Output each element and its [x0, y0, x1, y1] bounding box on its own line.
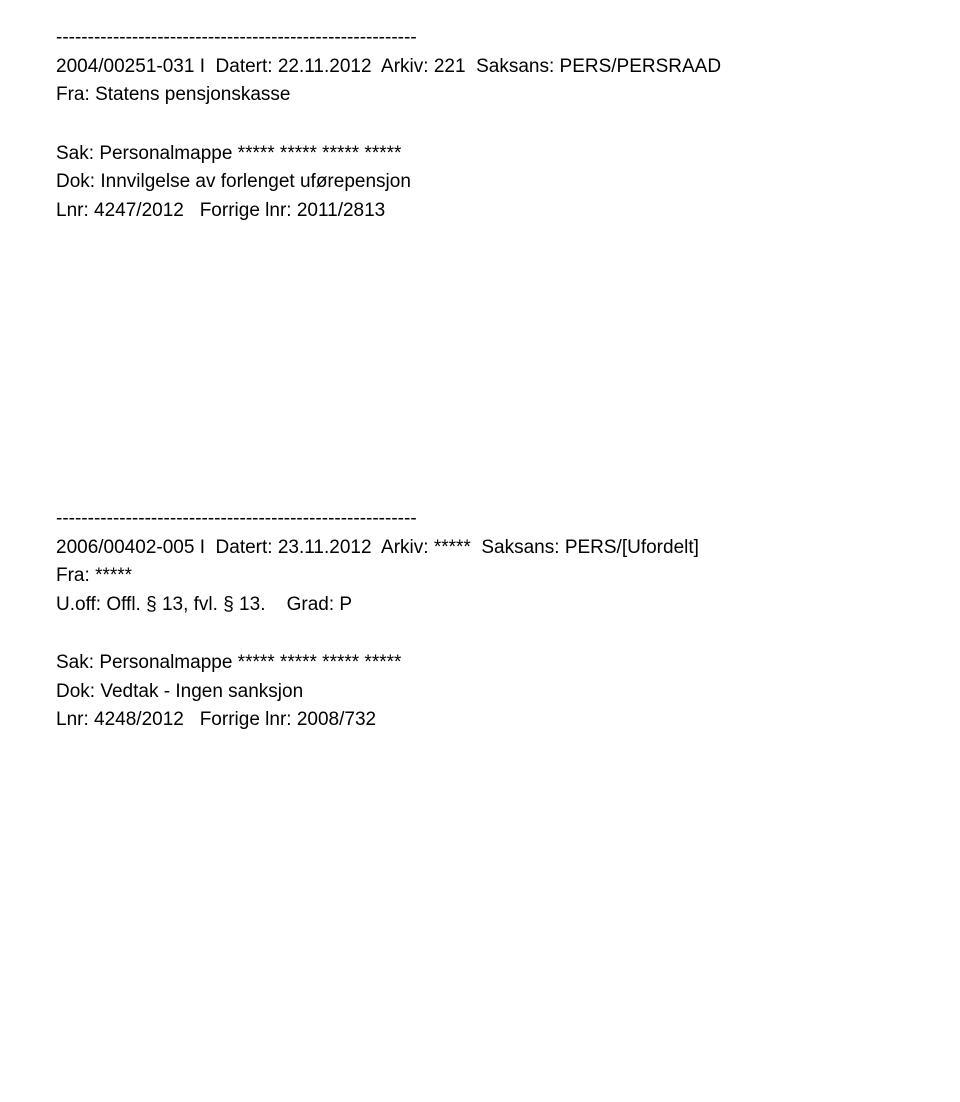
sak-label: Sak: — [56, 652, 94, 673]
saksans-value: PERS/PERSRAAD — [560, 56, 722, 77]
case-number: 2004/00251-031 I — [56, 56, 205, 77]
sak-value: Personalmappe ***** ***** ***** ***** — [99, 143, 401, 164]
dated-label: Datert: — [216, 537, 273, 558]
saksans-label: Saksans: — [476, 56, 554, 77]
arkiv-value: ***** — [434, 537, 471, 558]
lnr-line: Lnr: 4248/2012 Forrige lnr: 2008/732 — [56, 706, 904, 735]
sak-label: Sak: — [56, 143, 94, 164]
fra-label: Fra: — [56, 84, 90, 105]
document-page: ----------------------------------------… — [0, 0, 960, 759]
record-header-line: 2004/00251-031 I Datert: 22.11.2012 Arki… — [56, 53, 904, 82]
fra-line: Fra: ***** — [56, 562, 904, 591]
uoff-label: U.off: — [56, 594, 101, 615]
fra-value: ***** — [95, 565, 132, 586]
record-header-line: 2006/00402-005 I Datert: 23.11.2012 Arki… — [56, 534, 904, 563]
fra-label: Fra: — [56, 565, 90, 586]
saksans-value: PERS/[Ufordelt] — [565, 537, 699, 558]
arkiv-value: 221 — [434, 56, 466, 77]
dok-value: Vedtak - Ingen sanksjon — [100, 681, 303, 702]
uoff-value: Offl. § 13, fvl. § 13. — [106, 594, 265, 615]
dok-line: Dok: Innvilgelse av forlenget uførepensj… — [56, 168, 904, 197]
sak-value: Personalmappe ***** ***** ***** ***** — [99, 652, 401, 673]
dok-label: Dok: — [56, 171, 95, 192]
separator: ----------------------------------------… — [56, 505, 904, 534]
lnr-label: Lnr: — [56, 200, 89, 221]
lnr-label: Lnr: — [56, 709, 89, 730]
lnr-value: 4247/2012 — [94, 200, 184, 221]
uoff-line: U.off: Offl. § 13, fvl. § 13. Grad: P — [56, 591, 904, 620]
arkiv-label: Arkiv: — [381, 537, 429, 558]
dated-value: 23.11.2012 — [278, 537, 372, 558]
lnr-line: Lnr: 4247/2012 Forrige lnr: 2011/2813 — [56, 197, 904, 226]
fra-value: Statens pensjonskasse — [95, 84, 290, 105]
sak-line: Sak: Personalmappe ***** ***** ***** ***… — [56, 649, 904, 678]
forrige-label: Forrige lnr: — [200, 709, 292, 730]
forrige-value: 2011/2813 — [297, 200, 385, 221]
sak-line: Sak: Personalmappe ***** ***** ***** ***… — [56, 140, 904, 169]
dok-label: Dok: — [56, 681, 95, 702]
fra-line: Fra: Statens pensjonskasse — [56, 81, 904, 110]
forrige-label: Forrige lnr: — [200, 200, 292, 221]
separator: ----------------------------------------… — [56, 24, 904, 53]
grad-label: Grad: — [287, 594, 335, 615]
case-number: 2006/00402-005 I — [56, 537, 205, 558]
saksans-label: Saksans: — [481, 537, 559, 558]
forrige-value: 2008/732 — [297, 709, 376, 730]
dok-value: Innvilgelse av forlenget uførepensjon — [100, 171, 411, 192]
dated-label: Datert: — [216, 56, 273, 77]
dok-line: Dok: Vedtak - Ingen sanksjon — [56, 678, 904, 707]
dated-value: 22.11.2012 — [278, 56, 372, 77]
arkiv-label: Arkiv: — [381, 56, 429, 77]
lnr-value: 4248/2012 — [94, 709, 184, 730]
grad-value: P — [339, 594, 352, 615]
